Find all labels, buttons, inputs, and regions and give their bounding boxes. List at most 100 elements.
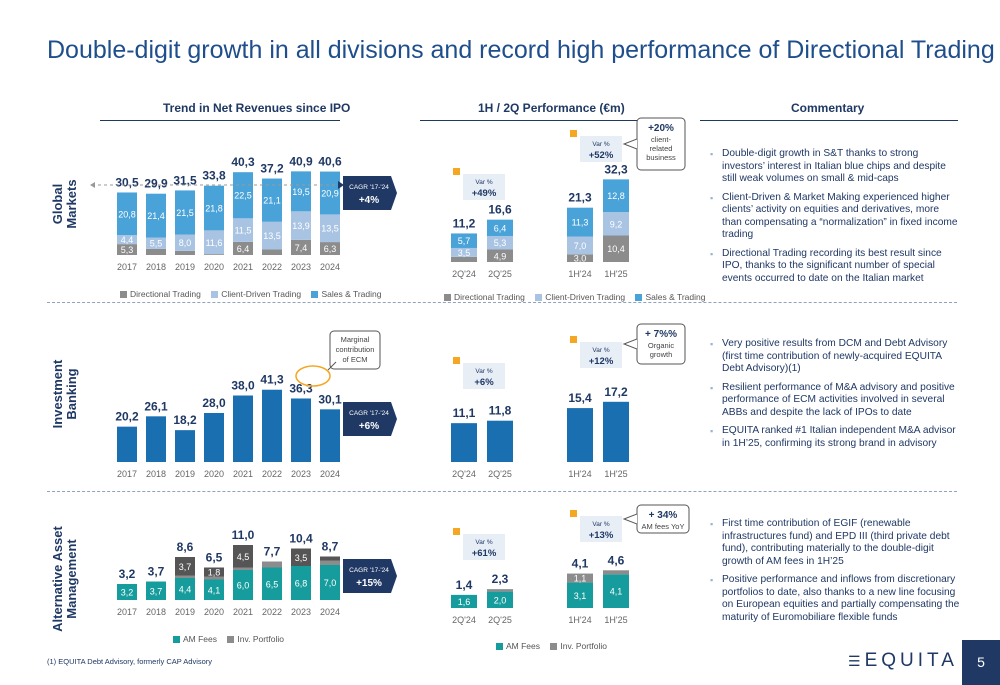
gm_trend-segment-label: 21,8: [205, 204, 223, 214]
aam_trend-total-label: 8,7: [322, 540, 339, 554]
aam_trend-total-label: 7,7: [264, 545, 281, 559]
gm_trend-bar-segment: [320, 214, 340, 243]
gm_half-segment-label: 3,5: [458, 248, 471, 258]
ib_trend-value-label: 28,0: [202, 396, 226, 410]
aam_half-bar-segment: [603, 570, 629, 575]
aam_trend-tick-label: 2020: [204, 607, 224, 617]
ib_var1-box: [463, 363, 505, 389]
aam_var1-label: Var %: [475, 539, 492, 546]
gm_trend-segment-label: 13,5: [321, 224, 339, 234]
gm_trend-total-label: 40,3: [231, 155, 255, 169]
aam_half-total-label: 2,3: [492, 572, 509, 586]
gm_half-total-label: 21,3: [568, 191, 592, 205]
aam_var2-box: [580, 516, 622, 542]
gm_trend-segment-label: 6,4: [237, 244, 250, 254]
ib_half-bar: [487, 420, 513, 462]
gm_trend-segment-label: 5,3: [121, 245, 134, 255]
legend-swatch: [227, 636, 235, 643]
legend-label: Sales & Trading: [645, 292, 706, 302]
gm_trend-tick-label: 2018: [146, 262, 166, 272]
gm_trend-segment-label: 20,8: [118, 209, 136, 219]
gm_trend-bar-segment: [146, 237, 166, 249]
gm_trend-bar-segment: [175, 250, 195, 255]
commentary-header-rule: [700, 120, 958, 121]
aam_trend-tick-label: 2018: [146, 607, 166, 617]
gm-cagr-box: [343, 176, 397, 210]
ib_trend-bar: [175, 430, 195, 462]
aam_half-bar-segment: [487, 591, 513, 608]
gm_trend-total-label: 40,6: [318, 155, 342, 169]
ib_trend-bar: [320, 409, 340, 462]
gm_half-segment-label: 4,9: [494, 251, 507, 261]
legend-swatch: [550, 643, 558, 650]
ib_trend-value-label: 38,0: [231, 379, 255, 393]
ib_trend-tick-label: 2023: [291, 469, 311, 479]
gm_half-segment-label: 5,3: [494, 238, 507, 248]
ib_trend-bar: [262, 389, 282, 462]
gm_trend-total-label: 40,9: [289, 154, 313, 168]
gm_trend-segment-label: 21,1: [263, 196, 281, 206]
gm_trend-bar-segment: [291, 239, 311, 255]
aam_trend-bar-segment: [291, 566, 311, 600]
aam_var2-value: +13%: [589, 530, 614, 541]
legend-label: Client-Driven Trading: [545, 292, 626, 302]
commentary-bullet: First time contribution of EGIF (renewab…: [710, 518, 960, 568]
ib_trend-bar: [291, 398, 311, 462]
ib-cagr-value: +6%: [359, 421, 379, 432]
gm_half-bar-segment: [567, 254, 593, 262]
commentary-header: Commentary: [791, 101, 865, 115]
logo-text: EQUITA: [864, 650, 958, 671]
aam_trend-tick-label: 2024: [320, 607, 340, 617]
ib_half-value-label: 17,2: [604, 385, 628, 399]
legend-label: Directional Trading: [454, 292, 525, 302]
ib-2024-highlight-circle: [295, 365, 331, 387]
ib_half-tick-label: 1H'25: [604, 469, 627, 479]
ib_half-value-label: 11,8: [489, 404, 512, 418]
gm_trend-bar-segment: [146, 193, 166, 238]
aam_trend-segment-label: 3,5: [295, 553, 308, 563]
gm_trend-bar-segment: [262, 249, 282, 255]
aam_trend-tick-label: 2019: [175, 607, 195, 617]
ib_trend-bar: [146, 416, 166, 462]
legend-label: AM Fees: [506, 641, 541, 651]
aam_trend-bar-segment: [204, 579, 224, 600]
commentary-global-markets: Double-digit growth in S&T thanks to str…: [710, 148, 960, 291]
gm_trend-bar-segment: [204, 185, 224, 231]
gm_half-segment-label: 3,0: [574, 254, 587, 264]
gm-cagr-label: CAGR '17-'24: [349, 184, 389, 191]
gm_trend-total-label: 30,5: [115, 175, 139, 189]
aam_var1-box: [463, 534, 505, 560]
aam_trend-segment-label: 4,5: [237, 552, 250, 562]
aam_note-value: + 34%: [649, 510, 678, 521]
gm_trend-segment-label: 19,5: [292, 187, 310, 197]
gm_trend-tick-label: 2017: [117, 262, 137, 272]
aam_trend-bar-segment: [204, 576, 224, 580]
ib_var1-label: Var %: [475, 368, 492, 375]
ib_note-text: growth: [650, 350, 673, 359]
ib_half-tick-label: 1H'24: [568, 469, 591, 479]
gm_half-bar-segment: [451, 247, 477, 257]
aam_trend-bar-segment: [262, 561, 282, 568]
logo-mark-icon: ☰: [848, 653, 861, 669]
aam_trend-bar-segment: [233, 567, 253, 570]
legend-swatch: [120, 291, 127, 298]
gm_half-bar-segment: [567, 236, 593, 255]
gm-cagr-value: +4%: [359, 195, 379, 206]
ib_trend-tick-label: 2021: [233, 469, 253, 479]
aam_half-bar-segment: [487, 589, 513, 592]
gm_half-segment-label: 11,3: [572, 218, 589, 228]
aam_note-text: AM fees YoY: [642, 522, 685, 531]
gm_trend-bar-segment: [262, 221, 282, 250]
aam_trend-bar-segment: [262, 567, 282, 600]
aam_half-total-label: 1,4: [456, 578, 473, 592]
gm_var1-value: +49%: [472, 188, 497, 199]
gm_half-bar-segment: [487, 219, 513, 236]
gm_trend-segment-label: 21,4: [147, 211, 165, 221]
gm_half-tick-label: 2Q'24: [452, 269, 476, 279]
gm_half-bar-segment: [487, 249, 513, 262]
aam_half-bar-segment: [567, 582, 593, 608]
gm_trend-tick-label: 2023: [291, 262, 311, 272]
aam_trend-segment-label: 1,8: [208, 568, 221, 578]
legend-swatch: [496, 643, 503, 650]
ib-ecm-callout-box: [329, 330, 381, 370]
